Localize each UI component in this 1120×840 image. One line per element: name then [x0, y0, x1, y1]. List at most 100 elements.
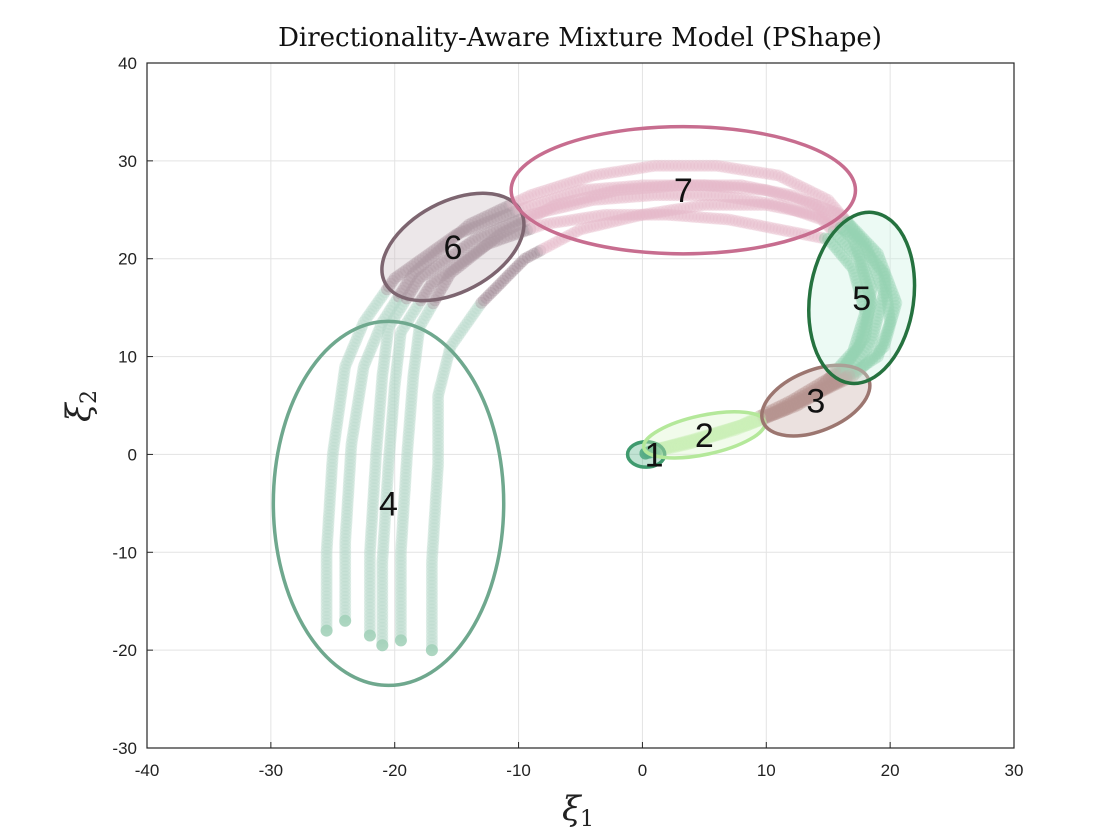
trajectory-point	[814, 385, 827, 398]
trajectory-point	[863, 301, 876, 314]
trajectory-point	[364, 532, 377, 545]
trajectory-point	[688, 200, 700, 213]
trajectory-point	[691, 179, 704, 192]
trajectory-point	[707, 428, 720, 441]
trajectory-point	[377, 360, 390, 373]
trajectory-point	[852, 329, 865, 342]
trajectory-point	[689, 434, 701, 447]
trajectory-point	[323, 505, 336, 518]
trajectory-point	[623, 211, 636, 224]
trajectory-point	[488, 232, 501, 245]
trajectory-point	[847, 346, 860, 359]
trajectory-point	[367, 495, 380, 508]
trajectory-point	[657, 205, 670, 218]
trajectory-point	[339, 539, 352, 552]
trajectory-point	[432, 427, 445, 440]
trajectory-point	[509, 220, 522, 233]
trajectory-point	[875, 341, 888, 354]
trajectory-point	[709, 429, 722, 442]
trajectory-point	[707, 429, 720, 442]
trajectory-point	[344, 347, 357, 360]
trajectory-point	[859, 343, 872, 356]
trajectory-point	[432, 417, 445, 430]
trajectory-point	[327, 441, 340, 454]
trajectory-point	[373, 400, 386, 413]
trajectory-point	[408, 280, 420, 293]
trajectory-point	[391, 353, 404, 365]
trajectory-point	[469, 305, 482, 317]
trajectory-point	[326, 451, 339, 464]
trajectory-point	[772, 406, 785, 419]
trajectory-point	[758, 196, 771, 209]
trajectory-point	[747, 414, 760, 427]
trajectory-point	[363, 601, 376, 614]
y-tick-label: 0	[128, 445, 137, 464]
trajectory-point	[780, 202, 793, 215]
trajectory-point	[799, 206, 812, 219]
trajectory-point	[378, 529, 390, 542]
trajectory-point	[450, 228, 463, 241]
trajectory-point	[795, 391, 808, 404]
trajectory-point	[819, 380, 832, 393]
trajectory-point	[628, 182, 641, 195]
trajectory-point	[866, 257, 879, 270]
trajectory-point	[373, 322, 386, 335]
trajectory-point	[778, 401, 791, 414]
trajectory-point	[427, 532, 440, 545]
trajectory-point	[389, 376, 402, 389]
trajectory-point	[333, 397, 346, 410]
trajectory-point	[349, 411, 362, 424]
trajectory-point	[408, 258, 421, 271]
trajectory-point	[721, 424, 734, 437]
trajectory-point	[785, 399, 798, 412]
trajectory-point	[435, 282, 448, 295]
trajectory-point	[647, 208, 660, 221]
trajectory-point	[822, 203, 835, 216]
trajectory-point	[662, 440, 675, 452]
trajectory-point	[435, 242, 448, 255]
trajectory-point	[538, 205, 550, 218]
trajectory-point	[828, 378, 841, 391]
trajectory-point	[626, 211, 639, 223]
trajectory-point	[417, 258, 430, 271]
trajectory-point	[403, 421, 416, 434]
trajectory-point	[480, 291, 493, 304]
trajectory-point	[403, 424, 415, 437]
trajectory-point	[613, 214, 626, 227]
trajectory-point	[645, 160, 658, 173]
trajectory-point	[732, 179, 745, 192]
trajectory-point	[551, 191, 564, 204]
trajectory-point	[645, 189, 658, 202]
trajectory-point	[854, 351, 867, 364]
trajectory-point	[399, 468, 412, 481]
trajectory-point	[351, 332, 364, 344]
trajectory-point	[722, 181, 735, 194]
trajectory-point	[380, 492, 393, 504]
y-tick-label: 40	[118, 54, 137, 73]
trajectory-point	[759, 220, 772, 233]
trajectory-point	[772, 169, 785, 182]
trajectory-point	[499, 272, 512, 285]
trajectory-point	[850, 335, 863, 348]
trajectory-point	[344, 455, 357, 468]
trajectory-point	[853, 236, 866, 249]
trajectory-point	[425, 613, 438, 626]
trajectory-point	[422, 254, 435, 266]
trajectory-point	[603, 216, 616, 229]
trajectory-point	[380, 340, 392, 353]
trajectory-point	[428, 519, 441, 531]
trajectory-point	[751, 415, 763, 428]
trajectory-point	[400, 465, 412, 478]
trajectory-point	[412, 262, 425, 275]
trajectory-point	[381, 283, 393, 296]
trajectory-point	[425, 617, 438, 629]
trajectory-point	[472, 219, 485, 232]
trajectory-point	[697, 159, 709, 172]
trajectory-point	[738, 420, 751, 433]
trajectory-point	[849, 344, 862, 357]
y-tick-label: 10	[118, 348, 137, 367]
trajectory-point	[549, 198, 562, 211]
trajectory-point	[682, 436, 695, 448]
trajectory-point	[708, 198, 721, 211]
trajectory-point	[441, 353, 454, 366]
